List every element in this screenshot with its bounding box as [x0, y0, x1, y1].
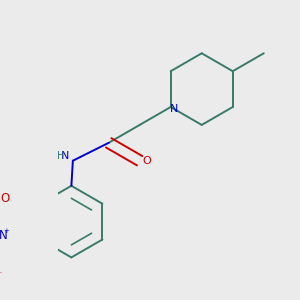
Text: N: N: [170, 104, 178, 114]
Text: N: N: [0, 230, 7, 242]
Text: H: H: [57, 151, 64, 161]
Text: N: N: [61, 151, 70, 161]
Text: +: +: [3, 229, 9, 235]
Text: ⁻: ⁻: [0, 269, 2, 278]
Text: O: O: [142, 156, 151, 166]
Text: O: O: [0, 192, 9, 206]
